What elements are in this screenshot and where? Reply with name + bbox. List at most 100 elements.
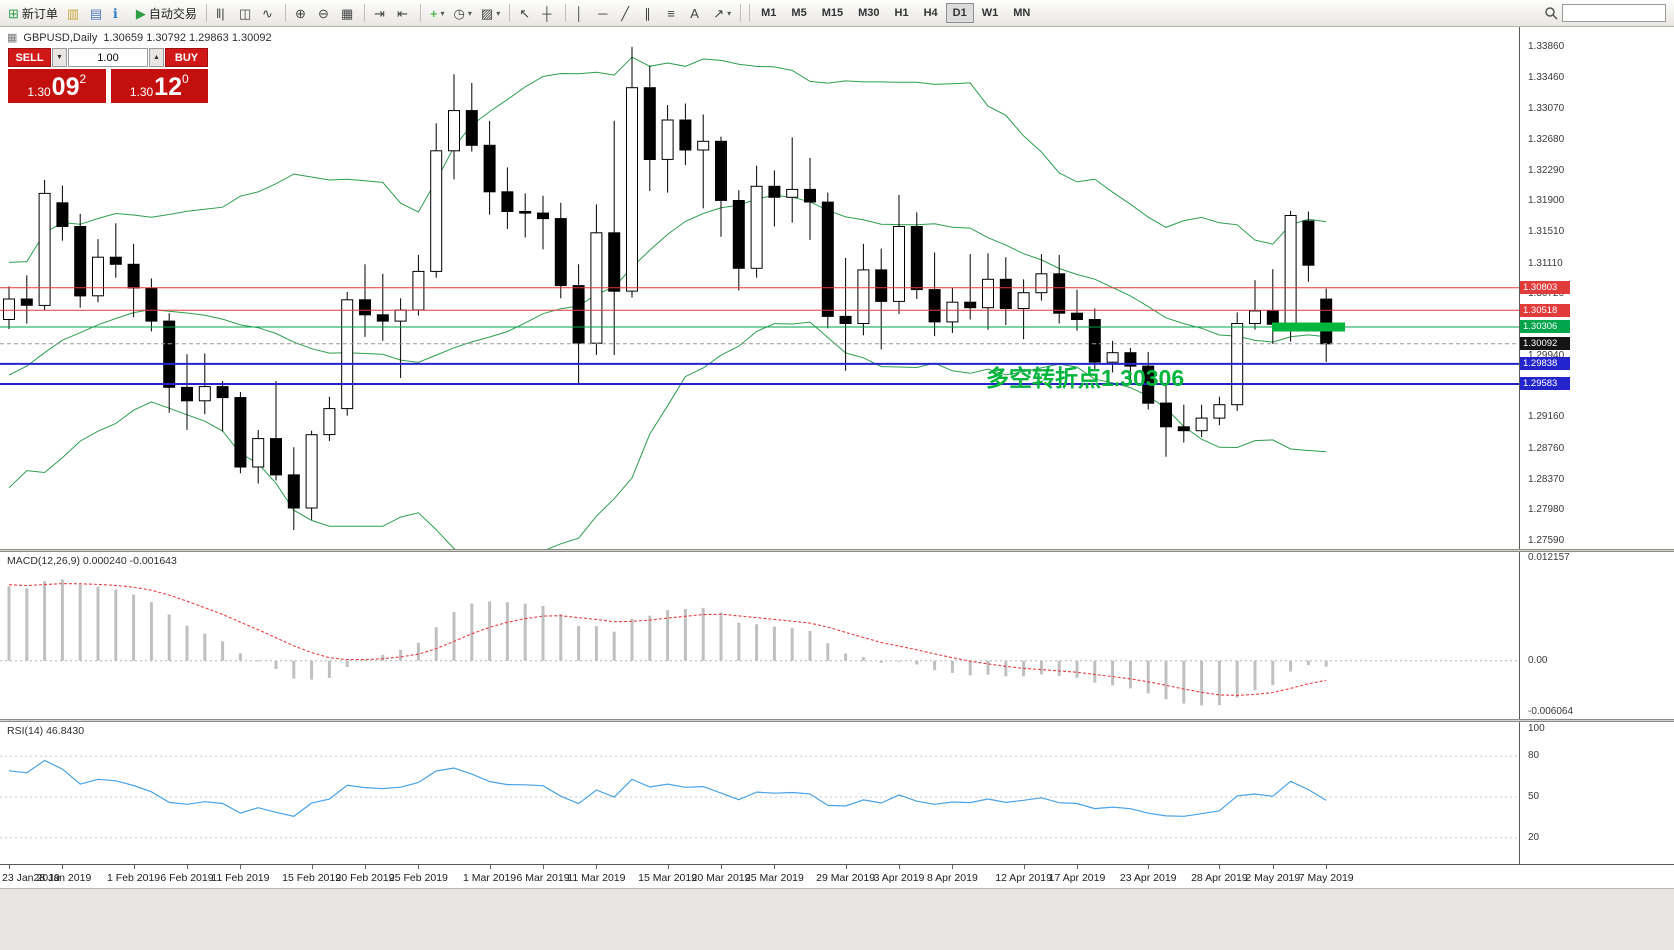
tile-windows-button[interactable]: ▦ bbox=[337, 2, 359, 24]
bollinger-lower-band bbox=[8, 321, 1327, 549]
crosshair-button[interactable]: ┼ bbox=[538, 2, 560, 24]
horizontal-line-button[interactable]: ─ bbox=[594, 2, 616, 24]
search-input[interactable] bbox=[1562, 4, 1666, 22]
new-order-label: 新订单 bbox=[21, 6, 58, 21]
volume-up-button[interactable]: ▲ bbox=[149, 48, 164, 67]
candle-body bbox=[1160, 402, 1172, 428]
timeframe-h4-button[interactable]: H4 bbox=[917, 3, 945, 23]
templates-button[interactable]: ▨ ▾ bbox=[477, 2, 504, 24]
price-tag: 1.30803 bbox=[1520, 281, 1570, 295]
cursor-icon: ↖ bbox=[519, 5, 531, 21]
candle-body bbox=[839, 315, 852, 324]
indicators-button[interactable]: + ▾ bbox=[426, 2, 449, 24]
pivot-highlight-rect[interactable] bbox=[1272, 322, 1345, 332]
macd-histogram-bar bbox=[968, 660, 972, 676]
volume-input[interactable] bbox=[68, 48, 148, 67]
candle-body bbox=[501, 191, 514, 213]
candle-body bbox=[127, 263, 140, 289]
price-tag: 1.29583 bbox=[1520, 377, 1570, 391]
candle-body bbox=[216, 386, 229, 399]
buy-button[interactable]: BUY bbox=[165, 48, 208, 67]
vertical-line-icon: │ bbox=[575, 5, 584, 21]
time-axis-label: 12 Apr 2019 bbox=[995, 872, 1052, 884]
text-label-icon: A bbox=[690, 5, 699, 21]
pane-splitter[interactable] bbox=[0, 719, 1674, 722]
bar-chart-button[interactable]: ‖| bbox=[212, 2, 234, 24]
chart-shift-icon: ⇤ bbox=[396, 5, 408, 21]
macd-pane: 0.012157 0.00 -0.006064 MACD(12,26,9) 0.00… bbox=[0, 552, 1674, 719]
arrow-tool-button[interactable]: ↗ ▾ bbox=[709, 2, 735, 24]
zoom-out-button[interactable]: ⊖ bbox=[314, 2, 336, 24]
timeframe-d1-button[interactable]: D1 bbox=[945, 3, 974, 23]
candle-body bbox=[1124, 352, 1137, 367]
price-axis-label: 1.27980 bbox=[1528, 504, 1565, 516]
fibonacci-button[interactable]: ≡ bbox=[663, 2, 685, 24]
timeframe-h1-button[interactable]: H1 bbox=[888, 3, 916, 23]
rsi-plot[interactable] bbox=[0, 722, 1519, 864]
time-axis-tick bbox=[899, 865, 900, 869]
macd-axis[interactable]: 0.012157 0.00 -0.006064 bbox=[1519, 552, 1674, 719]
timeframe-m30-button[interactable]: M30 bbox=[851, 3, 886, 23]
pane-splitter[interactable] bbox=[0, 549, 1674, 552]
auto-trading-button[interactable]: ▶ 自动交易 bbox=[132, 2, 201, 24]
candle-body bbox=[661, 119, 674, 160]
new-chart-button[interactable]: ▥ bbox=[63, 2, 85, 24]
price-tag: 1.29838 bbox=[1520, 357, 1570, 371]
candle-body bbox=[1284, 215, 1297, 325]
sell-button[interactable]: SELL bbox=[8, 48, 51, 67]
price-axis[interactable]: 1.33860 1.33460 1.33070 1.32680 1.32290 1.319… bbox=[1519, 27, 1674, 549]
new-order-icon: ⊞ bbox=[8, 5, 19, 21]
volume-down-button[interactable]: ▼ bbox=[52, 48, 67, 67]
equidistant-channel-icon: ∥ bbox=[644, 5, 651, 21]
line-chart-button[interactable]: ∿ bbox=[258, 2, 280, 24]
zoom-in-icon: ⊕ bbox=[294, 5, 306, 21]
sell-price-display[interactable]: 1.30 09 2 bbox=[8, 69, 106, 103]
candle-body bbox=[1195, 417, 1208, 432]
time-axis[interactable]: 23 Jan 2019 28 Jan 2019 1 Feb 2019 6 Feb 20… bbox=[0, 864, 1674, 888]
timeframe-mn-button[interactable]: MN bbox=[1006, 3, 1037, 23]
candle-body bbox=[163, 320, 176, 388]
chart-shift-button[interactable]: ⇤ bbox=[393, 2, 415, 24]
candle-body bbox=[181, 386, 193, 402]
candle-body bbox=[786, 188, 799, 198]
candle-body bbox=[697, 140, 710, 151]
candlestick-chart-button[interactable]: ◫ bbox=[235, 2, 257, 24]
auto-scroll-button[interactable]: ⇥ bbox=[370, 2, 392, 24]
price-axis-label: 1.27590 bbox=[1528, 535, 1565, 547]
timeframe-m5-button[interactable]: M5 bbox=[784, 3, 813, 23]
candlestick-plot[interactable] bbox=[0, 27, 1519, 549]
timeframe-m1-button[interactable]: M1 bbox=[754, 3, 783, 23]
macd-histogram-bar bbox=[25, 588, 29, 661]
candle-body bbox=[750, 185, 763, 269]
profiles-button[interactable]: ▤ bbox=[86, 2, 108, 24]
cursor-button[interactable]: ↖ bbox=[515, 2, 537, 24]
macd-histogram-bar bbox=[470, 603, 474, 661]
timeframe-w1-button[interactable]: W1 bbox=[975, 3, 1006, 23]
trendline-button[interactable]: ╱ bbox=[617, 2, 639, 24]
text-label-button[interactable]: A bbox=[686, 2, 708, 24]
candle-body bbox=[768, 185, 781, 198]
toolbar-separator bbox=[740, 4, 742, 22]
macd-histogram-bar bbox=[1182, 660, 1186, 704]
toolbar-separator bbox=[565, 4, 567, 22]
timeframe-m15-button[interactable]: M15 bbox=[815, 3, 850, 23]
price-tag: 1.30306 bbox=[1520, 320, 1570, 334]
data-window-button[interactable]: ℹ bbox=[109, 2, 131, 24]
rsi-axis[interactable]: 100 80 50 20 bbox=[1519, 722, 1674, 864]
buy-price-display[interactable]: 1.30 12 0 bbox=[110, 69, 208, 103]
time-axis-tick bbox=[774, 865, 776, 869]
time-axis-tick bbox=[1219, 865, 1221, 869]
macd-histogram-bar bbox=[986, 660, 990, 675]
time-axis-label: 1 Mar 2019 bbox=[463, 872, 517, 884]
macd-histogram-bar bbox=[755, 624, 759, 661]
periods-button[interactable]: ◷ ▾ bbox=[450, 2, 476, 24]
macd-histogram-bar bbox=[345, 660, 349, 668]
new-order-button[interactable]: ⊞ 新订单 bbox=[4, 2, 62, 24]
vertical-line-button[interactable]: │ bbox=[571, 2, 593, 24]
macd-histogram-bar bbox=[96, 586, 100, 661]
equidistant-channel-button[interactable]: ∥ bbox=[640, 2, 662, 24]
zoom-in-button[interactable]: ⊕ bbox=[291, 2, 313, 24]
time-axis-tick bbox=[311, 865, 313, 869]
macd-plot[interactable] bbox=[0, 552, 1519, 719]
macd-histogram-bar bbox=[1306, 660, 1310, 666]
